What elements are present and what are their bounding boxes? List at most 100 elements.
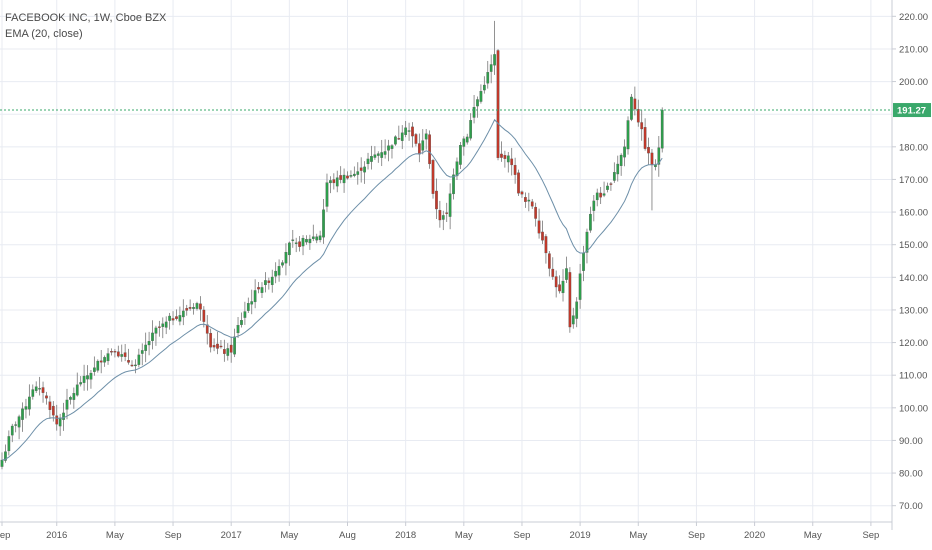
candle-body xyxy=(216,343,219,349)
y-tick-label: 210.00 xyxy=(899,44,928,55)
candle-body xyxy=(472,107,476,118)
candle-body xyxy=(308,238,312,244)
candle-body xyxy=(24,406,28,410)
candle-body xyxy=(322,209,325,238)
candle-body xyxy=(500,153,503,158)
candle-body xyxy=(428,134,431,165)
candle-body xyxy=(599,192,602,198)
symbol-title: FACEBOOK INC, 1W, Cboe BZX xyxy=(5,12,167,24)
candle-body xyxy=(496,50,500,158)
candle-body xyxy=(462,138,466,147)
candle-body xyxy=(288,242,291,256)
y-tick-label: 140.00 xyxy=(899,273,928,284)
y-tick-label: 90.00 xyxy=(899,436,923,447)
candle-body xyxy=(171,318,175,321)
candle-body xyxy=(383,151,387,155)
candle-body xyxy=(530,201,534,207)
candle-body xyxy=(21,408,24,420)
candle-body xyxy=(298,241,301,247)
candle-body xyxy=(582,252,585,271)
y-tick-label: 70.00 xyxy=(899,501,923,512)
candle-body xyxy=(158,326,161,328)
candle-body xyxy=(233,336,236,355)
ema-line xyxy=(1,118,663,461)
candle-body xyxy=(264,280,267,286)
candle-body xyxy=(356,171,360,175)
x-tick-label: Sep xyxy=(688,530,705,541)
candle-body xyxy=(62,412,65,420)
candle-body xyxy=(527,199,531,202)
candle-body xyxy=(65,399,69,410)
candle-body xyxy=(120,354,124,357)
candle-body xyxy=(558,284,561,292)
candle-body xyxy=(431,160,435,194)
candle-body xyxy=(178,315,182,322)
candle-body xyxy=(195,303,199,309)
candle-body xyxy=(616,163,620,175)
candle-body xyxy=(116,351,120,357)
candle-body xyxy=(541,231,544,241)
candle-body xyxy=(93,367,96,372)
x-tick-label: May xyxy=(280,530,298,541)
candle-body xyxy=(404,127,408,135)
candle-body xyxy=(397,138,401,140)
candle-body xyxy=(387,145,390,151)
candle-body xyxy=(346,175,349,179)
y-tick-label: 80.00 xyxy=(899,469,923,480)
last-price-badge xyxy=(893,103,931,118)
candle-body xyxy=(0,459,4,467)
candle-body xyxy=(305,239,308,243)
candle-body xyxy=(493,54,496,66)
y-tick-label: 120.00 xyxy=(899,338,928,349)
candle-body xyxy=(578,273,582,300)
candle-body xyxy=(79,382,83,385)
candle-body xyxy=(370,156,373,162)
candle-body xyxy=(212,345,216,348)
candle-body xyxy=(585,231,589,253)
candle-body xyxy=(469,120,473,139)
candle-body xyxy=(513,164,517,175)
candle-body xyxy=(113,351,117,353)
candle-body xyxy=(318,235,322,241)
x-tick-label: May xyxy=(455,530,473,541)
candle-body xyxy=(17,416,21,428)
candle-body xyxy=(82,375,86,383)
candle-body xyxy=(359,167,363,171)
x-tick-label: May xyxy=(804,530,822,541)
candle-body xyxy=(380,152,384,158)
candle-body xyxy=(465,136,469,143)
candle-body xyxy=(339,175,343,180)
candle-body xyxy=(140,350,144,354)
candle-body xyxy=(110,351,113,353)
x-tick-label: Aug xyxy=(339,530,356,541)
candle-body xyxy=(592,200,596,211)
candle-body xyxy=(623,146,626,158)
candle-body xyxy=(291,239,295,241)
candle-body xyxy=(636,109,640,123)
candle-body xyxy=(223,349,226,354)
candle-body xyxy=(151,332,154,341)
indicator-label: EMA (20, close) xyxy=(5,28,83,40)
x-tick-label: 2017 xyxy=(221,530,242,541)
x-tick-label: Sep xyxy=(165,530,182,541)
candle-body xyxy=(534,206,538,219)
candle-body xyxy=(175,316,178,319)
candle-body xyxy=(99,360,103,363)
candle-body xyxy=(441,215,445,220)
candle-body xyxy=(202,309,206,322)
candle-body xyxy=(181,310,185,318)
candle-body xyxy=(161,323,165,327)
candle-body xyxy=(506,155,510,163)
candle-body xyxy=(134,364,137,367)
y-tick-label: 150.00 xyxy=(899,240,928,251)
candle-body xyxy=(503,155,507,159)
candle-body xyxy=(274,270,278,277)
candle-body xyxy=(188,307,192,309)
candle-body xyxy=(38,388,41,390)
candle-body xyxy=(568,272,572,328)
candle-body xyxy=(253,290,257,303)
candle-body xyxy=(45,395,48,399)
candle-body xyxy=(164,321,168,328)
candle-body xyxy=(301,237,305,247)
